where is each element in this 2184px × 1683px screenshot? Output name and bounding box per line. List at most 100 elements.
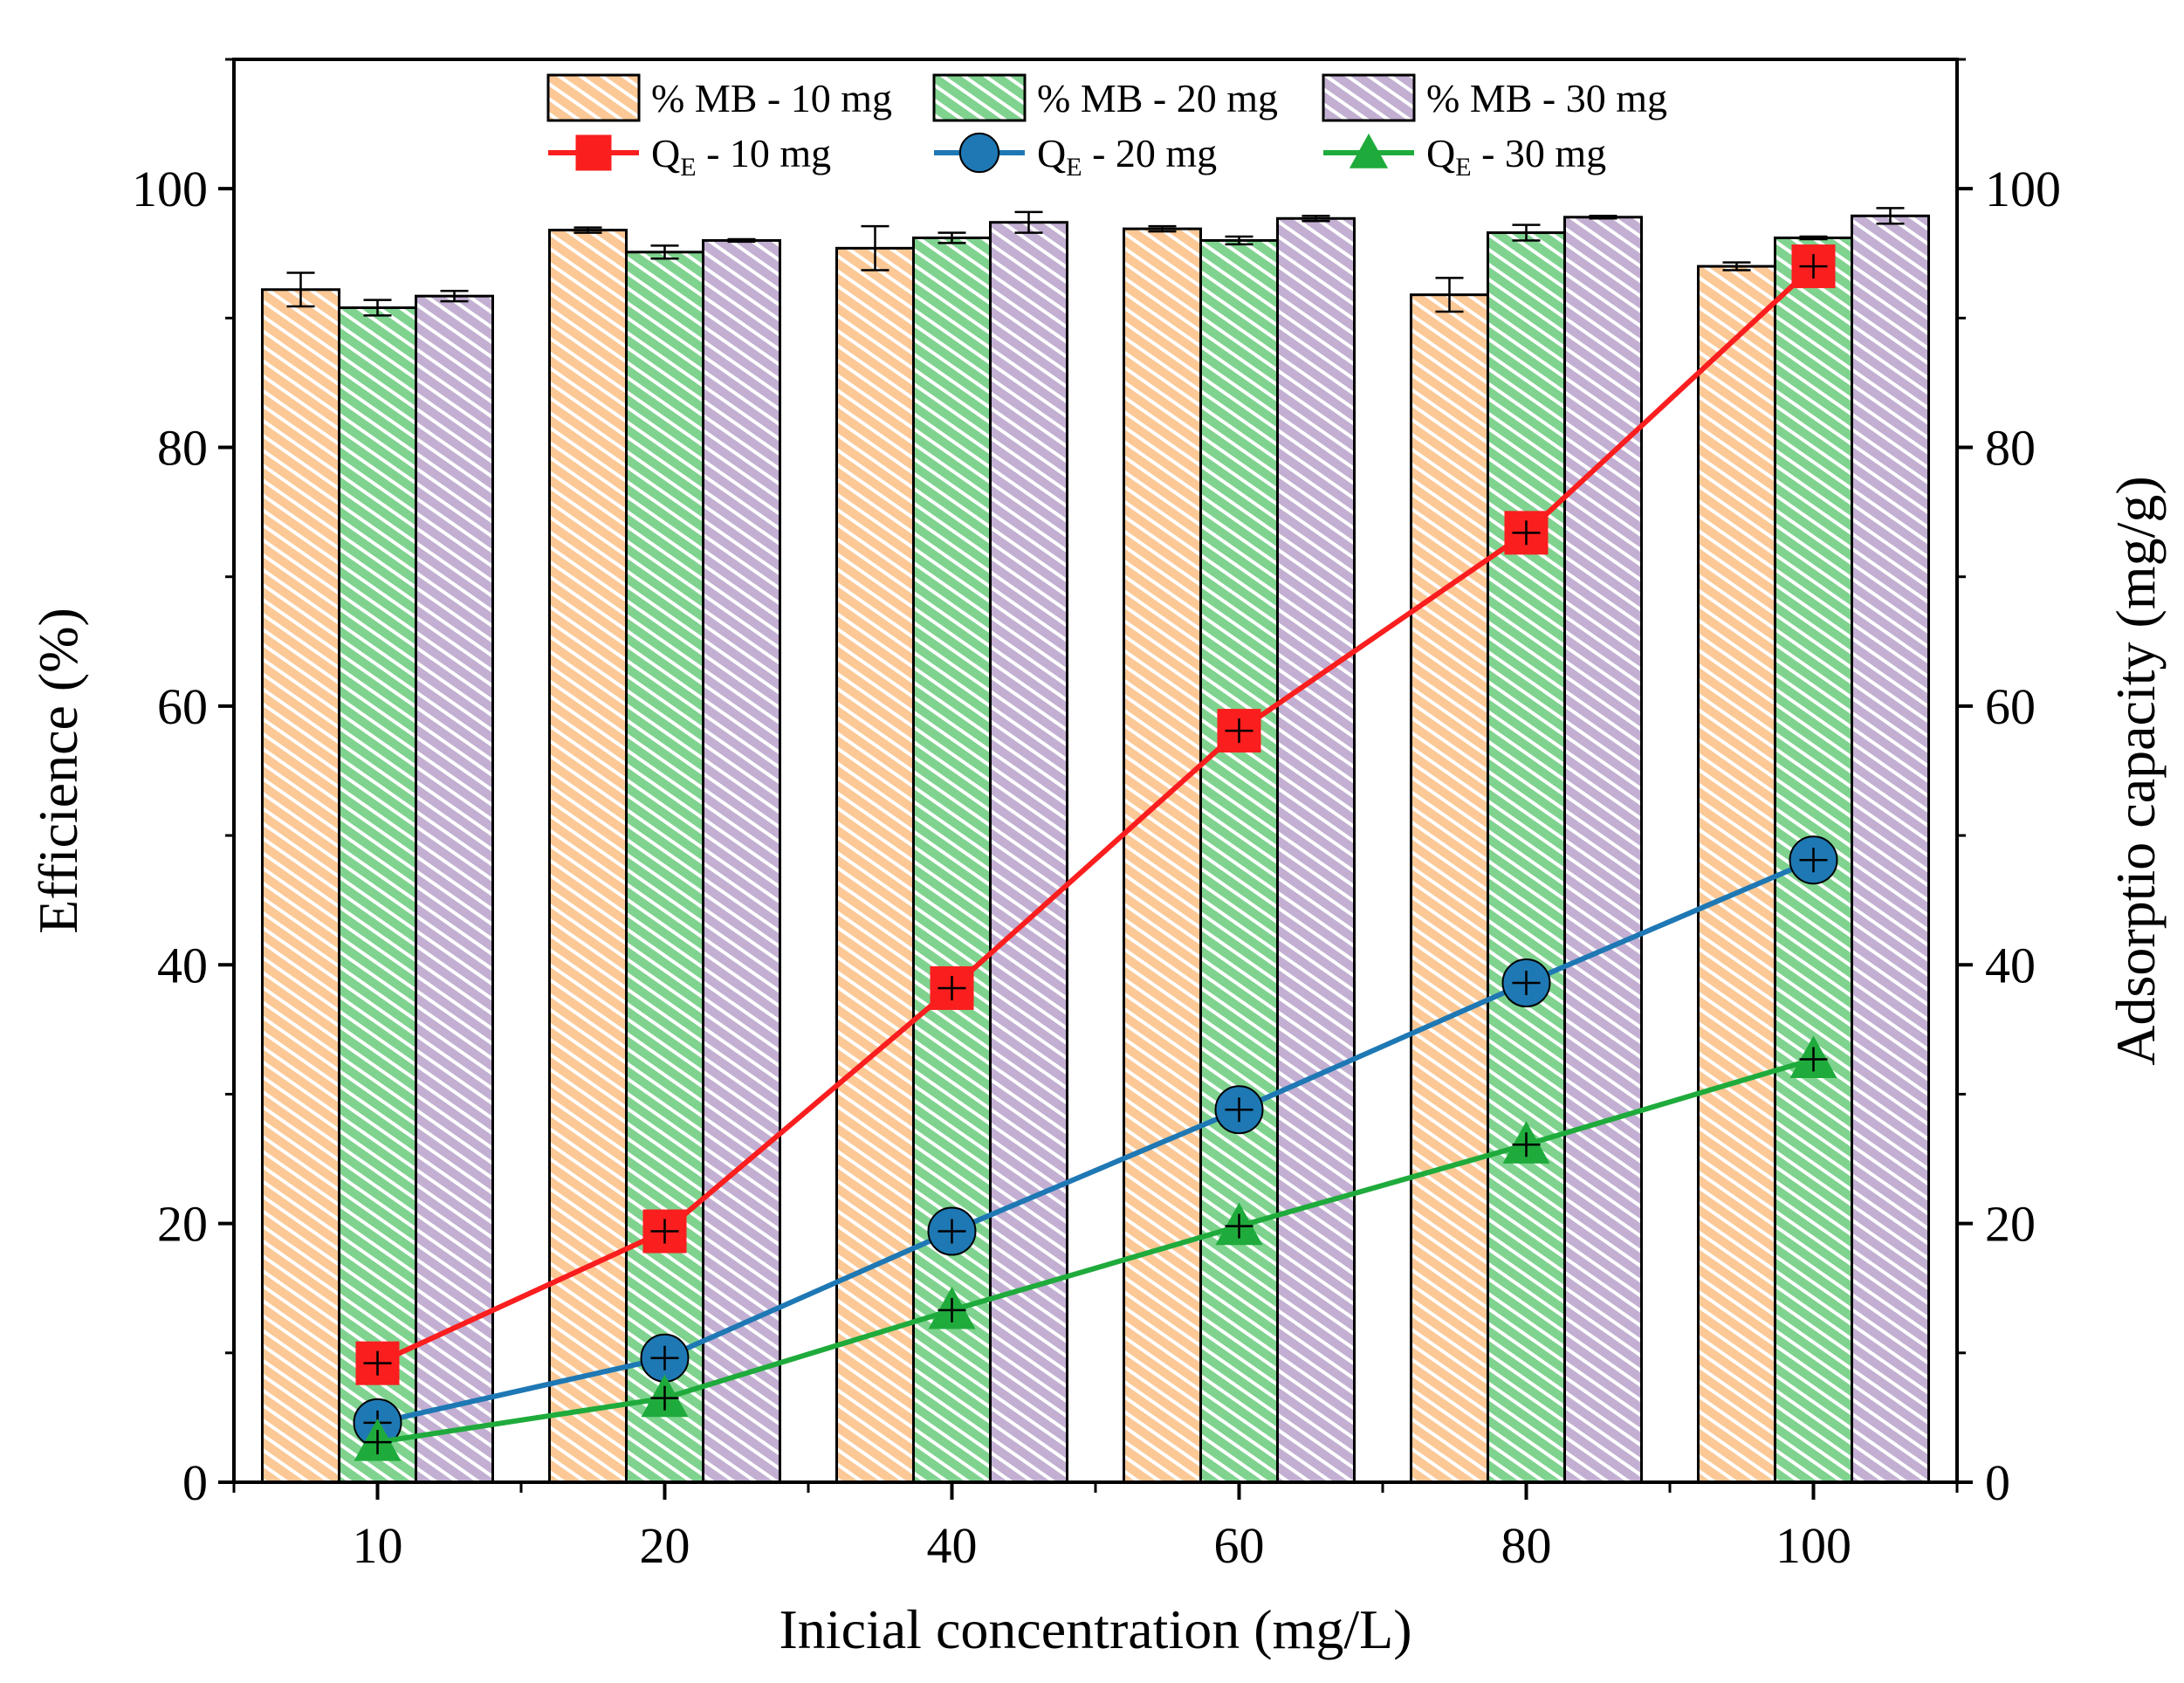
marker-error bbox=[1512, 971, 1541, 996]
lines-layer bbox=[353, 244, 1838, 1461]
legend-swatch-bar-3 bbox=[1322, 73, 1416, 122]
bar--mb-30-mg-100 bbox=[1851, 214, 1930, 1484]
marker-error bbox=[1799, 254, 1828, 279]
marker-error bbox=[650, 1345, 679, 1370]
legend-label-main: Q bbox=[1037, 131, 1066, 175]
marker-error bbox=[1225, 718, 1253, 744]
error-bar bbox=[1435, 277, 1464, 313]
legend-label-line-1: QE - 10 mg bbox=[651, 131, 831, 182]
error-bar bbox=[1799, 235, 1828, 241]
bar--mb-20-mg-40 bbox=[912, 236, 992, 1484]
legend-label-main: Q bbox=[1426, 131, 1455, 175]
y-tick-label: 60 bbox=[157, 678, 208, 735]
error-bar bbox=[573, 226, 602, 234]
legend-label-bar-3: % MB - 30 mg bbox=[1426, 76, 1667, 120]
error-bar bbox=[1014, 210, 1043, 234]
marker-error bbox=[1225, 1097, 1253, 1123]
legend-label-bar-2: % MB - 20 mg bbox=[1037, 76, 1278, 120]
line-qe-20mg bbox=[376, 857, 1815, 1425]
y2-axis-title: Adsorptio capacity (mg/g) bbox=[2105, 476, 2167, 1065]
legend-label-subscript: E bbox=[1066, 153, 1082, 182]
y2-tick-label: 0 bbox=[1985, 1454, 2010, 1511]
bar--mb-10-mg-80 bbox=[1410, 293, 1489, 1484]
legend-swatch-bar-1 bbox=[546, 73, 641, 122]
x-tick-label: 20 bbox=[640, 1517, 690, 1574]
legend-marker-1 bbox=[575, 134, 612, 171]
line-qe-10mg bbox=[376, 264, 1816, 1366]
error-bar bbox=[1589, 215, 1617, 220]
y-tick-label: 100 bbox=[132, 161, 208, 217]
x-tick-label: 100 bbox=[1775, 1517, 1851, 1574]
marker-error bbox=[937, 1297, 966, 1322]
legend-label-line-2: QE - 20 mg bbox=[1037, 131, 1217, 182]
legend-label-subscript: E bbox=[680, 153, 696, 182]
error-bar bbox=[1512, 223, 1541, 242]
bar--mb-10-mg-60 bbox=[1123, 227, 1202, 1484]
legend-label-subscript: E bbox=[1455, 153, 1471, 182]
bar--mb-10-mg-10 bbox=[261, 288, 340, 1484]
marker-error bbox=[1225, 1213, 1253, 1239]
y2-tick-label: 60 bbox=[1985, 678, 2036, 735]
marker-error bbox=[1799, 1047, 1828, 1072]
error-bar bbox=[1301, 215, 1330, 223]
marker-error bbox=[937, 1219, 966, 1244]
x-axis-title: Inicial concentration (mg/L) bbox=[779, 1598, 1411, 1660]
bar--mb-30-mg-60 bbox=[1276, 216, 1356, 1484]
error-bar bbox=[1722, 261, 1751, 271]
y-tick-label: 80 bbox=[157, 420, 208, 477]
marker-error bbox=[1512, 520, 1541, 546]
error-bar bbox=[937, 231, 966, 244]
y2-tick-label: 20 bbox=[1985, 1196, 2036, 1253]
error-bar bbox=[1876, 207, 1905, 225]
bar--mb-30-mg-20 bbox=[702, 238, 781, 1484]
bar--mb-20-mg-20 bbox=[625, 251, 704, 1484]
marker-error bbox=[650, 1219, 679, 1244]
marker-error bbox=[1512, 1132, 1541, 1157]
line-qe-30mg bbox=[377, 1056, 1815, 1446]
y-tick-label: 20 bbox=[157, 1196, 208, 1253]
bar--mb-20-mg-10 bbox=[338, 306, 417, 1484]
bar--mb-30-mg-10 bbox=[415, 294, 494, 1484]
legend-label-bar-1: % MB - 10 mg bbox=[651, 76, 892, 120]
error-bar bbox=[286, 271, 315, 308]
marker-error bbox=[363, 1430, 392, 1455]
marker-error bbox=[1799, 848, 1828, 873]
error-bar bbox=[650, 244, 679, 260]
y2-tick-label: 100 bbox=[1985, 161, 2061, 217]
bar--mb-30-mg-80 bbox=[1563, 216, 1643, 1484]
bar--mb-20-mg-60 bbox=[1199, 238, 1279, 1484]
marker-error bbox=[937, 975, 966, 1000]
legend-label-rest: - 20 mg bbox=[1082, 131, 1218, 175]
x-tick-label: 10 bbox=[353, 1517, 403, 1574]
legend-label-main: Q bbox=[651, 131, 680, 175]
error-bar bbox=[727, 237, 756, 244]
error-bar bbox=[1225, 235, 1253, 246]
axes-layer: 0 0 20 20 40 40 60 60 80 80 100 100 10 20 40 60 80 100 bbox=[132, 58, 2061, 1574]
error-bar bbox=[861, 224, 889, 271]
x-tick-label: 40 bbox=[927, 1517, 978, 1574]
marker-error bbox=[363, 1350, 392, 1376]
legend-label-rest: - 10 mg bbox=[697, 131, 832, 175]
error-bar bbox=[1148, 224, 1177, 233]
y2-tick-label: 40 bbox=[1985, 937, 2036, 993]
bar--mb-10-mg-100 bbox=[1697, 264, 1776, 1484]
y-tick-label: 0 bbox=[182, 1454, 208, 1511]
legend-swatch-bar-2 bbox=[932, 73, 1027, 122]
x-tick-label: 80 bbox=[1501, 1517, 1552, 1574]
y-tick-label: 40 bbox=[157, 937, 208, 993]
legend-label-rest: - 30 mg bbox=[1472, 131, 1607, 175]
bar--mb-20-mg-80 bbox=[1487, 231, 1566, 1484]
legend-label-line-3: QE - 30 mg bbox=[1426, 131, 1606, 182]
y2-tick-label: 80 bbox=[1985, 420, 2036, 477]
legend-marker-2 bbox=[958, 132, 1000, 174]
y-axis-title: Efficience (%) bbox=[27, 608, 89, 934]
bar--mb-10-mg-20 bbox=[548, 229, 628, 1484]
bars-layer bbox=[261, 207, 1930, 1484]
x-tick-label: 60 bbox=[1214, 1517, 1265, 1574]
error-bar bbox=[440, 289, 469, 303]
legend-marker-3 bbox=[1349, 133, 1389, 168]
error-bar bbox=[363, 299, 392, 317]
marker-error bbox=[650, 1385, 679, 1411]
